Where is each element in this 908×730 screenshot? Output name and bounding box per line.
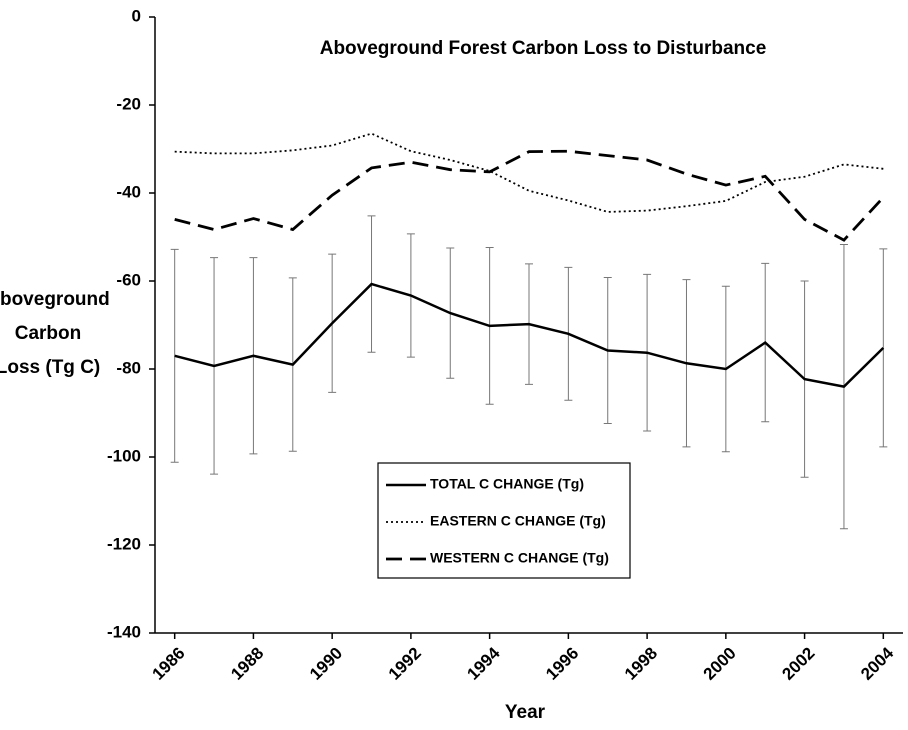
- x-tick-label: 1986: [149, 644, 189, 684]
- series-line: [174, 282, 885, 388]
- chart-title: Aboveground Forest Carbon Loss to Distur…: [320, 38, 767, 59]
- series-line: [174, 149, 885, 242]
- x-tick-label: 1994: [463, 643, 504, 684]
- legend-label: TOTAL C CHANGE (Tg): [430, 476, 584, 492]
- x-tick-label: 1988: [227, 644, 267, 684]
- y-axis-label: Loss (Tg C): [0, 357, 100, 378]
- y-tick-label: -120: [107, 534, 141, 553]
- y-tick-label: -80: [116, 358, 141, 377]
- y-axis-label: Aboveground: [0, 289, 110, 310]
- error-bar: [879, 248, 888, 448]
- y-tick-label: -100: [107, 446, 141, 465]
- legend-label: EASTERN C CHANGE (Tg): [430, 513, 606, 529]
- legend-label: WESTERN C CHANGE (Tg): [430, 550, 609, 566]
- legend: TOTAL C CHANGE (Tg) EASTERN C CHANGE (Tg)…: [377, 462, 631, 579]
- x-tick-label: 2002: [778, 644, 818, 684]
- y-axis-label: Carbon: [15, 323, 82, 344]
- x-tick-label: 2004: [857, 643, 898, 684]
- x-tick-label: 2000: [700, 644, 740, 684]
- series-line: [174, 132, 884, 213]
- y-tick-label: -20: [116, 94, 141, 113]
- x-tick-label: 1996: [542, 644, 582, 684]
- x-axis-label: Year: [505, 702, 546, 723]
- y-tick-label: -60: [116, 270, 141, 289]
- y-tick-label: -140: [107, 622, 141, 641]
- x-tick-label: 1990: [306, 644, 346, 684]
- error-bar: [170, 248, 179, 463]
- x-tick-label: 1998: [621, 644, 661, 684]
- y-tick-label: 0: [132, 6, 141, 25]
- y-tick-label: -40: [116, 182, 141, 201]
- x-tick-label: 1992: [385, 644, 425, 684]
